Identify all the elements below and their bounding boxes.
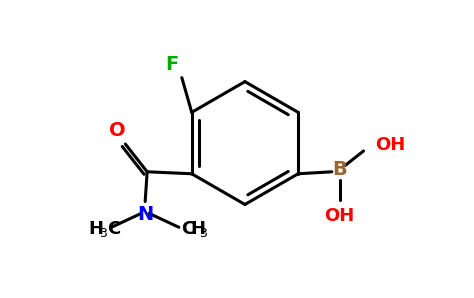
Text: H: H bbox=[89, 220, 103, 238]
Text: C: C bbox=[107, 220, 120, 238]
Text: OH: OH bbox=[375, 136, 406, 154]
Text: F: F bbox=[165, 55, 179, 74]
Text: 3: 3 bbox=[199, 227, 207, 240]
Text: N: N bbox=[137, 205, 153, 224]
Text: 3: 3 bbox=[99, 227, 107, 240]
Text: OH: OH bbox=[325, 207, 355, 226]
Text: C: C bbox=[181, 220, 194, 238]
Text: B: B bbox=[332, 160, 347, 179]
Text: H: H bbox=[191, 220, 206, 238]
Text: O: O bbox=[109, 121, 126, 140]
